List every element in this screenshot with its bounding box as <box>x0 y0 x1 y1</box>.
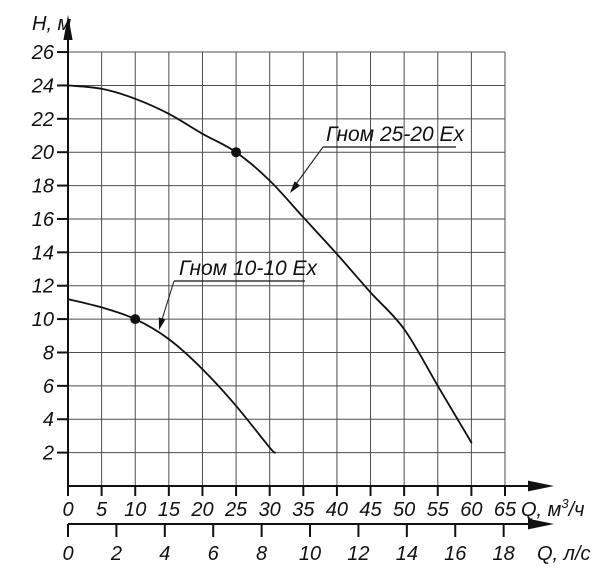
operating-point-dot <box>231 147 242 158</box>
x2-tick-label: 12 <box>347 543 369 565</box>
annotation-arrow-icon <box>158 317 166 330</box>
x-tick-label: 65 <box>494 499 517 521</box>
y-tick-label: 20 <box>31 142 54 164</box>
series-label-gnom-10-10: Гном 10-10 Ех <box>179 257 319 280</box>
curve-series-1 <box>67 298 276 454</box>
x2-tick-label: 4 <box>159 543 170 565</box>
y-tick-label: 4 <box>43 409 54 431</box>
axes <box>67 34 534 525</box>
x-tick-label: 40 <box>326 499 348 521</box>
x-tick-label: 60 <box>460 499 482 521</box>
x2-tick-label: 14 <box>396 543 418 565</box>
x-axis-secondary-arrow-icon <box>528 518 554 530</box>
x-tick-label: 0 <box>62 499 73 521</box>
annotation-leader-line <box>159 280 175 327</box>
x-axis-primary-title-suffix: /ч <box>567 499 585 521</box>
x2-tick-label: 8 <box>256 543 267 565</box>
axis-arrowheads <box>63 15 554 530</box>
grid <box>68 51 506 486</box>
annotation-gnom-25-20: Гном 25-20 Ех <box>290 123 466 193</box>
x2-tick-label: 16 <box>444 543 467 565</box>
x-tick-label: 15 <box>158 499 181 521</box>
x-axis-primary-title: Q, м3/ч <box>521 496 585 521</box>
y-tick-label: 10 <box>32 309 54 331</box>
x2-tick-label: 10 <box>299 543 321 565</box>
operating-point-dot <box>130 314 141 325</box>
x-tick-label: 10 <box>124 499 146 521</box>
annotation-arrow-icon <box>290 181 301 193</box>
x-tick-label: 25 <box>224 499 248 521</box>
y-axis-title: H, м <box>32 13 72 35</box>
y-tick-label: 8 <box>43 342 54 364</box>
x-tick-label: 35 <box>292 499 315 521</box>
x-axis-primary-title-prefix: Q, м <box>521 499 562 521</box>
x2-tick-label: 18 <box>493 543 515 565</box>
series-label-gnom-25-20: Гном 25-20 Ех <box>326 123 466 146</box>
y-tick-label: 16 <box>32 209 55 231</box>
y-tick-label: 12 <box>32 276 54 298</box>
x-tick-label: 30 <box>259 499 281 521</box>
y-axis-arrow-icon <box>63 15 73 40</box>
y-tick-label: 14 <box>32 242 54 264</box>
x-tick-label: 45 <box>359 499 382 521</box>
curves <box>67 84 473 454</box>
y-tick-label: 18 <box>32 176 54 198</box>
x2-tick-label: 6 <box>208 543 220 565</box>
x-axis-secondary-title: Q, л/с <box>537 543 591 565</box>
x2-tick-label: 0 <box>62 543 73 565</box>
y-tick-label: 24 <box>31 75 54 97</box>
annotation-gnom-10-10: Гном 10-10 Ех <box>158 257 319 330</box>
y-tick-label: 6 <box>43 376 55 398</box>
y-tick-label: 22 <box>31 109 54 131</box>
x-axis-primary-arrow-icon <box>528 480 554 492</box>
x-tick-label: 55 <box>427 499 450 521</box>
curve-series-0 <box>67 84 473 444</box>
y-tick-label: 2 <box>42 443 54 465</box>
x-tick-label: 5 <box>96 499 108 521</box>
x-tick-label: 50 <box>393 499 415 521</box>
x-tick-label: 20 <box>190 499 213 521</box>
x2-tick-label: 2 <box>110 543 122 565</box>
x-axis-primary-title-sup: 3 <box>561 496 569 511</box>
y-tick-label: 26 <box>31 42 55 64</box>
